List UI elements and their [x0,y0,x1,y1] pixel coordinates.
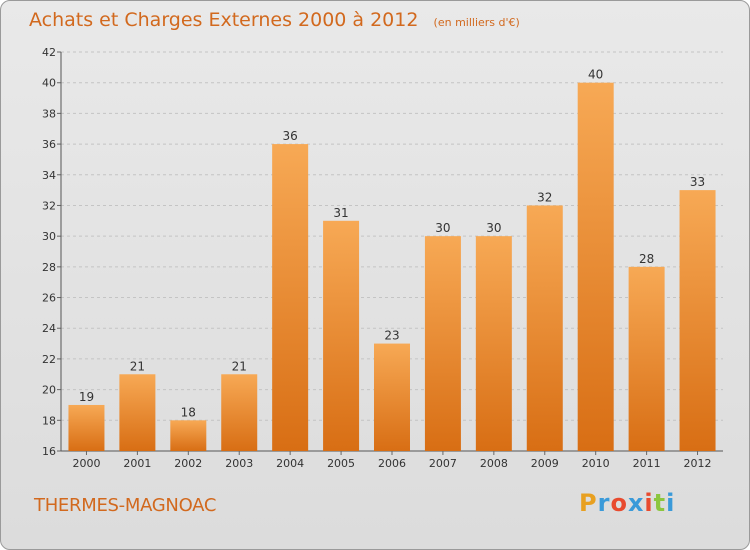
x-tick-label: 2011 [633,457,661,470]
bars [68,82,716,452]
y-tick-label: 18 [42,414,56,427]
value-label: 36 [283,129,298,143]
y-tick-label: 22 [42,353,56,366]
y-tick-label: 40 [42,77,56,90]
x-tick-label: 2001 [123,457,151,470]
bar-2001 [119,374,156,451]
bar-2008 [475,236,512,451]
bar-2007 [424,236,461,451]
value-label: 28 [639,252,654,266]
y-tick-label: 36 [42,138,56,151]
logo-letter: i [644,489,654,517]
bar-2010 [577,82,614,451]
y-tick-label: 30 [42,230,56,243]
bar-2009 [526,205,563,451]
bar-2005 [323,220,360,451]
bar-2012 [679,190,716,451]
x-tick-label: 2006 [378,457,406,470]
chart-subtitle: (en milliers d'€) [433,16,520,29]
value-label: 21 [232,359,247,373]
logo-letter: x [627,489,645,517]
y-tick-label: 42 [42,46,56,59]
logo-letter: r [597,489,611,517]
value-label: 23 [384,329,399,343]
value-label: 18 [181,405,196,419]
value-label: 31 [333,206,348,220]
value-label: 32 [537,190,552,204]
x-tick-label: 2004 [276,457,304,470]
x-tick-label: 2010 [582,457,610,470]
proxiti-logo[interactable]: Proxiti [579,489,675,517]
chart-title: Achats et Charges Externes 2000 à 2012 [29,9,419,31]
bar-2003 [221,374,258,451]
logo-letter: P [579,489,598,517]
y-tick-label: 34 [42,169,56,182]
bar-2000 [68,404,105,451]
y-tick-label: 24 [42,322,56,335]
bar-2002 [170,420,207,451]
x-tick-label: 2012 [684,457,712,470]
place-name: THERMES-MAGNOAC [34,495,217,516]
x-tick-label: 2003 [225,457,253,470]
bar-2006 [374,343,410,451]
logo-letter: t [653,489,667,517]
value-label: 30 [486,221,501,235]
x-tick-label: 2005 [327,457,355,470]
axes: 16 18 20 22 24 26 28 30 32 34 36 38 40 42 2000 2001 2002… [42,46,723,470]
x-tick-label: 2009 [531,457,559,470]
y-tick-label: 32 [42,199,56,212]
bar-2004 [272,144,309,452]
logo-letter: o [610,489,628,517]
value-label: 21 [130,359,145,373]
value-label: 19 [79,390,94,404]
x-tick-label: 2000 [72,457,100,470]
title-row: Achats et Charges Externes 2000 à 2012 (… [29,9,520,31]
y-tick-label: 20 [42,384,56,397]
x-tick-label: 2007 [429,457,457,470]
y-tick-label: 28 [42,261,56,274]
value-label: 40 [588,68,603,82]
logo-letter: i [666,489,676,517]
value-label: 33 [690,175,705,189]
value-label: 30 [435,221,450,235]
x-tick-label: 2002 [174,457,202,470]
bar-2011 [628,266,665,451]
y-tick-label: 26 [42,292,56,305]
data-labels: 19 21 18 21 36 31 23 30 30 32 40 28 33 [79,68,705,420]
y-tick-label: 38 [42,107,56,120]
y-tick-label: 16 [42,445,56,458]
x-tick-label: 2008 [480,457,508,470]
